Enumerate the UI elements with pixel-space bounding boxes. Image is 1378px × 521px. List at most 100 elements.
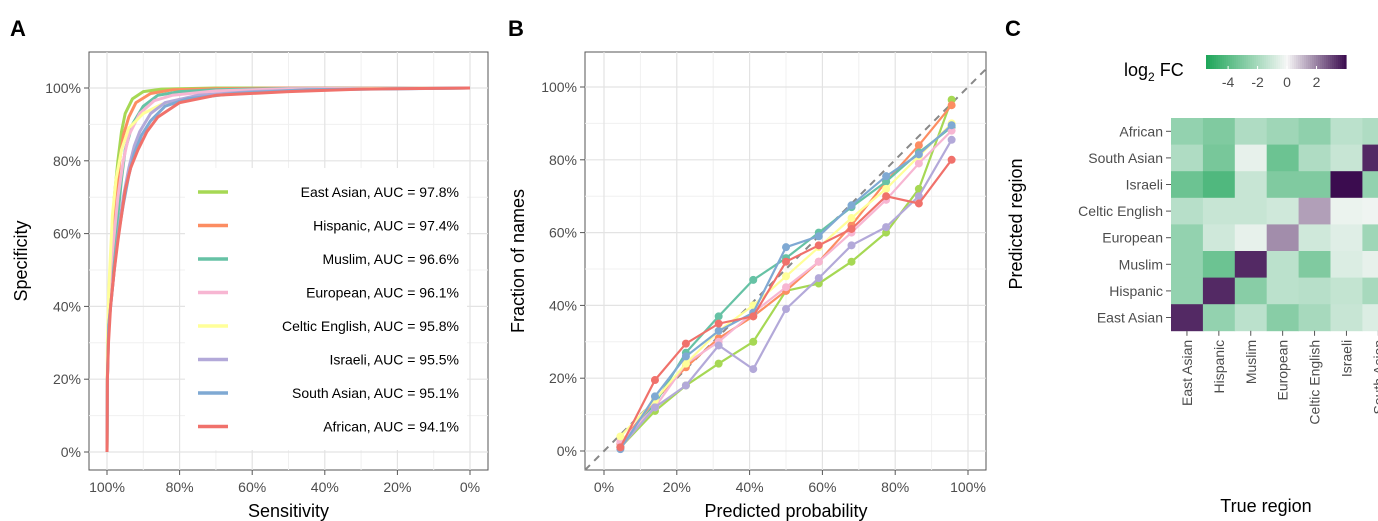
- heatmap-cell: [1234, 118, 1268, 145]
- colorbar-step: [1322, 55, 1325, 69]
- calibration-point: [749, 275, 758, 284]
- heatmap-cell: [1266, 171, 1299, 199]
- colorbar-step: [1210, 55, 1213, 69]
- heatmap-x-tick-label: Hispanic: [1211, 340, 1227, 394]
- calibration-point: [782, 243, 790, 252]
- calibration-point: [782, 283, 790, 292]
- colorbar-step: [1276, 55, 1279, 69]
- colorbar-step: [1340, 55, 1343, 69]
- calibration-point: [782, 272, 790, 281]
- colorbar-step: [1296, 55, 1299, 69]
- colorbar-step: [1286, 55, 1289, 69]
- heatmap-cell: [1298, 144, 1331, 172]
- calibration-point: [681, 359, 690, 368]
- colorbar-step: [1282, 55, 1285, 69]
- heatmap-cell: [1362, 251, 1378, 278]
- panel-label-a: A: [10, 16, 26, 41]
- calibration-y-tick-label: 80%: [549, 152, 577, 168]
- calibration-point: [681, 339, 690, 348]
- colorbar-step: [1246, 55, 1249, 69]
- roc-legend-label: African, AUC = 94.1%: [323, 419, 459, 435]
- calibration-point: [914, 150, 923, 159]
- colorbar-tick-label: 2: [1313, 74, 1321, 90]
- calibration-point: [650, 392, 659, 401]
- heatmap-y-axis-title: Predicted region: [1006, 158, 1026, 289]
- colorbar-step: [1230, 55, 1233, 69]
- colorbar-step: [1258, 55, 1261, 69]
- heatmap-cell: [1234, 224, 1268, 252]
- heatmap-cell: [1171, 197, 1204, 225]
- calibration-point: [914, 192, 923, 201]
- calibration-y-tick-label: 0%: [557, 443, 577, 459]
- colorbar-step: [1256, 55, 1259, 69]
- heatmap-cell: [1298, 277, 1331, 305]
- heatmap-cell: [1298, 224, 1331, 252]
- colorbar-step: [1292, 55, 1295, 69]
- colorbar-step: [1208, 55, 1211, 69]
- calibration-ticks: 0% 20% 40% 60% 80% 100% 0% 20% 40% 60% 80% 100%: [541, 79, 986, 495]
- heatmap-cell: [1266, 277, 1299, 305]
- heatmap-x-tick-label: Celtic English: [1307, 340, 1323, 425]
- heatmap-cell: [1202, 144, 1236, 172]
- colorbar-step: [1304, 55, 1307, 69]
- roc-legend-label: Muslim, AUC = 96.6%: [322, 251, 459, 267]
- calibration-point: [814, 241, 823, 250]
- heatmap-panel: -4 -2 0 2 log2 FC African South Asian Israeli…: [1006, 55, 1378, 516]
- roc-legend: East Asian, AUC = 97.8% Hispanic, AUC = 9…: [185, 168, 467, 450]
- calibration-point: [914, 141, 923, 150]
- roc-legend-label: Hispanic, AUC = 97.4%: [313, 218, 459, 234]
- roc-curves: [105, 86, 471, 453]
- heatmap-x-tick-label: East Asian: [1179, 340, 1195, 406]
- colorbar-step: [1244, 55, 1247, 69]
- colorbar-step: [1254, 55, 1257, 69]
- roc-legend-label: European, AUC = 96.1%: [306, 285, 459, 301]
- calibration-point: [782, 305, 790, 314]
- heatmap-cell: [1362, 118, 1378, 145]
- roc-x-tick-label: 0%: [460, 479, 480, 495]
- heatmap-cell: [1234, 144, 1268, 172]
- colorbar-step: [1298, 55, 1301, 69]
- calibration-point: [847, 201, 856, 210]
- calibration-y-axis-title: Fraction of names: [508, 189, 528, 333]
- roc-y-tick-label: 40%: [53, 298, 81, 314]
- colorbar-step: [1268, 55, 1271, 69]
- heatmap-cell: [1362, 224, 1378, 252]
- calibration-point: [714, 359, 723, 368]
- heatmap-cell: [1266, 304, 1299, 332]
- colorbar-step: [1290, 55, 1293, 69]
- heatmap-y-tick-label: European: [1102, 230, 1163, 246]
- heatmap-y-tick-label: Israeli: [1126, 177, 1163, 193]
- heatmap-cell: [1202, 171, 1236, 199]
- calibration-x-tick-label: 0%: [594, 479, 614, 495]
- roc-y-tick-label: 60%: [53, 226, 81, 242]
- calibration-point: [847, 214, 856, 223]
- calibration-x-tick-label: 40%: [736, 479, 764, 495]
- colorbar-step: [1234, 55, 1237, 69]
- roc-x-axis-title: Sensitivity: [248, 501, 329, 521]
- colorbar-step: [1250, 55, 1253, 69]
- roc-panel: East Asian, AUC = 97.8% Hispanic, AUC = 9…: [11, 51, 489, 521]
- calibration-point: [847, 257, 856, 266]
- calibration-x-tick-label: 60%: [808, 479, 836, 495]
- roc-x-tick-label: 60%: [238, 479, 266, 495]
- calibration-point: [616, 443, 625, 452]
- calibration-point: [681, 381, 690, 390]
- calibration-point: [814, 274, 823, 283]
- colorbar-step: [1300, 55, 1303, 69]
- calibration-point: [714, 312, 723, 321]
- heatmap-cell: [1202, 197, 1236, 225]
- heatmap-cell: [1330, 144, 1363, 172]
- calibration-lines: [616, 95, 956, 454]
- colorbar-step: [1330, 55, 1333, 69]
- colorbar-step: [1260, 55, 1263, 69]
- heatmap-cell: [1171, 224, 1204, 252]
- colorbar-step: [1334, 55, 1337, 69]
- roc-y-tick-label: 100%: [45, 80, 81, 96]
- colorbar-step: [1302, 55, 1305, 69]
- heatmap-cell: [1171, 171, 1204, 199]
- calibration-x-tick-label: 100%: [950, 479, 986, 495]
- calibration-point: [882, 192, 891, 201]
- colorbar-step: [1320, 55, 1323, 69]
- calibration-point: [847, 241, 856, 250]
- heatmap-cell: [1202, 304, 1236, 332]
